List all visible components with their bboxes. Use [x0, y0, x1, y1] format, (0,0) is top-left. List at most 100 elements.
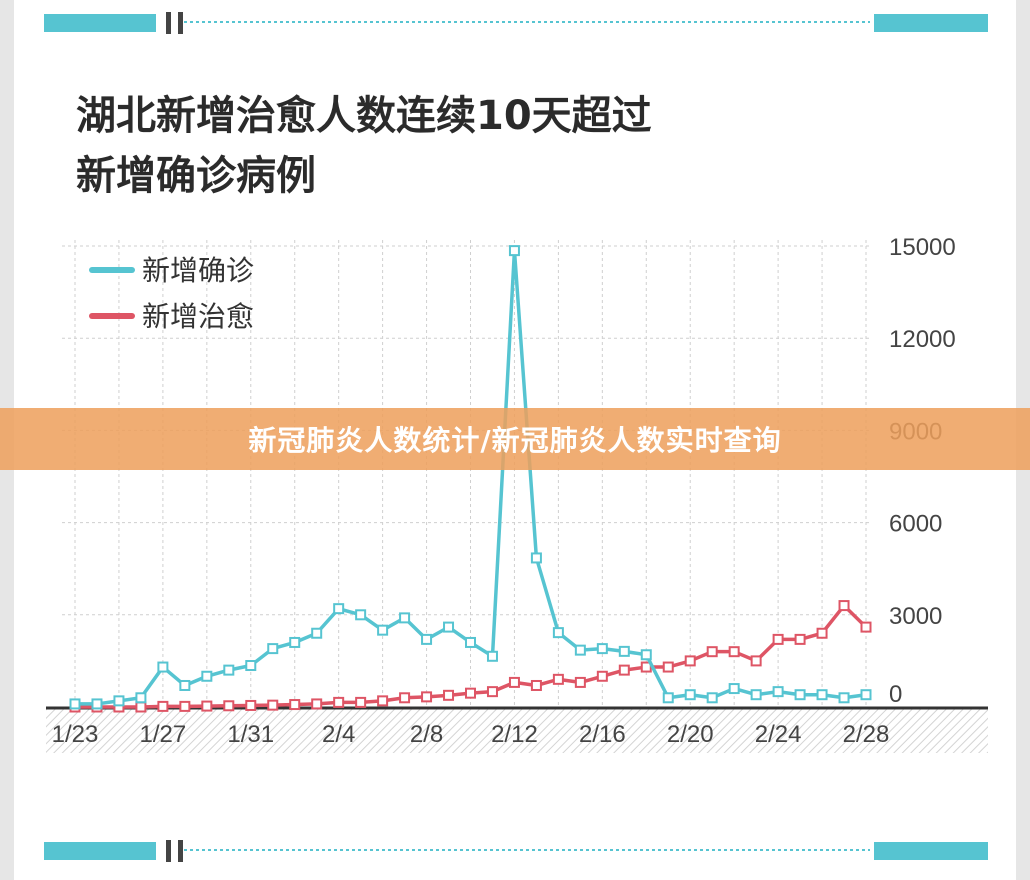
data-point — [662, 661, 674, 673]
data-point — [91, 698, 103, 710]
data-point — [377, 695, 389, 707]
data-point — [399, 612, 411, 624]
data-point — [750, 655, 762, 667]
data-point — [421, 691, 433, 703]
data-point — [596, 643, 608, 655]
data-point — [838, 692, 850, 704]
data-point — [574, 676, 586, 688]
data-point — [421, 633, 433, 645]
accent-block-left — [44, 14, 156, 32]
x-tick-label: 1/31 — [227, 721, 274, 748]
y-tick-label: 3000 — [889, 603, 942, 630]
data-point — [69, 698, 81, 710]
data-point — [223, 664, 235, 676]
x-tick-label: 2/20 — [667, 721, 714, 748]
data-point — [728, 646, 740, 658]
data-point — [508, 676, 520, 688]
data-point — [706, 646, 718, 658]
data-point — [267, 643, 279, 655]
data-point — [816, 689, 828, 701]
data-point — [157, 661, 169, 673]
data-point — [333, 696, 345, 708]
data-point — [201, 670, 213, 682]
x-tick-label: 2/4 — [322, 721, 355, 748]
data-point — [684, 655, 696, 667]
title-line-1: 湖北新增治愈人数连续10天超过 — [76, 93, 652, 139]
data-point — [552, 673, 564, 685]
data-point — [662, 692, 674, 704]
data-point — [816, 627, 828, 639]
accent-block-left — [44, 842, 156, 860]
data-point — [333, 603, 345, 615]
data-point — [728, 683, 740, 695]
data-point — [355, 696, 367, 708]
y-tick-label: 12000 — [889, 326, 956, 353]
data-point — [838, 600, 850, 612]
banner-text: 新冠肺炎人数统计/新冠肺炎人数实时查询 — [248, 424, 782, 457]
data-point — [706, 692, 718, 704]
y-axis-ticks: 15000120009000600030000 — [889, 234, 956, 708]
accent-tick — [178, 12, 183, 34]
x-tick-label: 2/12 — [491, 721, 538, 748]
data-point — [465, 636, 476, 648]
data-point — [179, 679, 191, 691]
data-point — [860, 621, 872, 633]
accent-tick — [166, 12, 171, 34]
data-point — [443, 689, 455, 701]
x-tick-label: 2/16 — [579, 721, 626, 748]
accent-block-right — [874, 14, 988, 32]
x-tick-label: 1/23 — [52, 721, 99, 748]
data-point — [157, 700, 169, 712]
data-point — [113, 695, 125, 707]
x-tick-label: 1/27 — [140, 721, 187, 748]
data-point — [486, 650, 498, 662]
legend-label: 新增治愈 — [142, 300, 254, 333]
data-point — [530, 679, 542, 691]
overlay-banner: 新冠肺炎人数统计/新冠肺炎人数实时查询 — [0, 408, 1030, 470]
data-point — [245, 699, 257, 711]
data-point — [377, 624, 389, 636]
y-tick-label: 0 — [889, 681, 902, 708]
data-point — [245, 660, 257, 672]
data-point — [289, 699, 301, 711]
x-tick-label: 2/8 — [410, 721, 443, 748]
data-point — [223, 700, 235, 712]
data-point — [794, 689, 806, 701]
data-point — [486, 686, 498, 698]
title-line-2: 新增确诊病例 — [76, 153, 316, 199]
data-point — [135, 692, 147, 704]
legend-label: 新增确诊 — [142, 254, 254, 287]
accent-tick — [178, 840, 183, 862]
y-tick-label: 6000 — [889, 511, 942, 538]
data-point — [179, 700, 191, 712]
data-point — [355, 609, 367, 621]
data-point — [772, 633, 784, 645]
x-tick-label: 2/28 — [843, 721, 890, 748]
data-point — [530, 552, 542, 564]
accent-tick — [166, 840, 171, 862]
data-point — [618, 664, 630, 676]
data-point — [750, 689, 762, 701]
data-point — [267, 699, 279, 711]
data-point — [684, 689, 696, 701]
data-point — [311, 627, 323, 639]
data-point — [465, 687, 476, 699]
data-point — [860, 689, 872, 701]
data-point — [772, 686, 784, 698]
data-point — [552, 627, 564, 639]
data-point — [443, 621, 455, 633]
x-axis-ticks: 1/23 1/27 1/31 2/4 2/8 2/12 2/16 2/20 2/24 2/28 — [52, 721, 890, 748]
data-point — [311, 698, 323, 710]
bottom-decoration-bar — [44, 840, 988, 862]
data-point — [596, 670, 608, 682]
data-point — [574, 644, 586, 656]
data-point — [289, 636, 301, 648]
chart-series — [69, 245, 872, 713]
data-point — [399, 692, 411, 704]
chart-title: 湖北新增治愈人数连续10天超过 新增确诊病例 — [76, 86, 796, 206]
y-tick-label: 15000 — [889, 234, 956, 261]
data-point — [201, 700, 213, 712]
x-tick-label: 2/24 — [755, 721, 802, 748]
